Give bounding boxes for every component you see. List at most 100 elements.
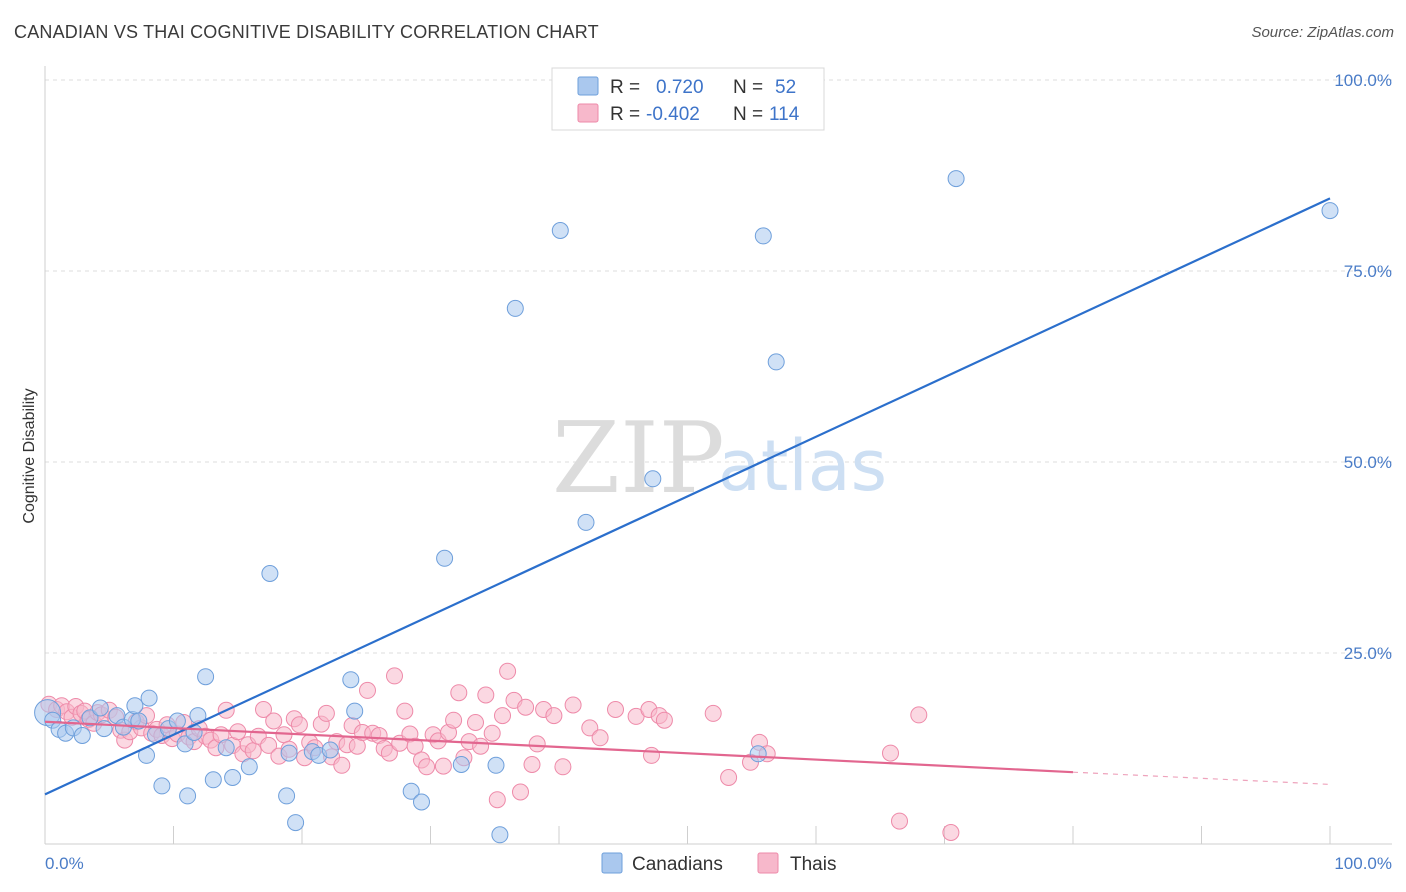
canadians-point (73, 727, 91, 744)
thais-point (290, 716, 308, 734)
trendlines (44, 197, 1331, 796)
legend-swatch-thais (757, 852, 779, 874)
thais-point (554, 758, 572, 776)
canadians-point (95, 720, 113, 738)
canadians-point (577, 513, 595, 531)
stats-r-value-thais: -0.402 (646, 104, 700, 125)
canadians-point (168, 712, 186, 730)
canadians-point (346, 702, 364, 720)
thais-points (40, 662, 960, 841)
thais-point (450, 684, 468, 702)
canadians-point (947, 170, 965, 188)
canadians-point (644, 470, 662, 488)
canadians-point (321, 741, 339, 759)
canadians-point (749, 745, 767, 763)
canadians-point (153, 777, 171, 795)
thais-point (910, 706, 928, 724)
canadians-point (217, 739, 235, 757)
thais-point (477, 686, 495, 704)
thais-point (591, 729, 609, 747)
y-tick-label: 100.0% (1334, 71, 1392, 90)
canadians-point (176, 735, 194, 753)
stats-r-value-canadians: 0.720 (656, 77, 704, 98)
canadians-point (278, 787, 296, 805)
chart-title: CANADIAN VS THAI COGNITIVE DISABILITY CO… (14, 22, 599, 42)
canadians-point (436, 549, 454, 567)
thais-point (467, 714, 484, 731)
canadians-point (413, 793, 430, 811)
legend-label-thais: Thais (790, 854, 836, 875)
canadians-point (261, 565, 279, 582)
canadians-point (91, 699, 109, 717)
thais-trendline-extension (1072, 771, 1331, 786)
thais-point (359, 681, 376, 699)
stats-r-label-thais: R = (610, 104, 640, 125)
thais-point (517, 698, 535, 716)
thais-point (523, 756, 541, 773)
stats-swatch-canadians (577, 76, 599, 96)
legend: Canadians Thais (601, 852, 836, 875)
thais-point (564, 696, 582, 714)
canadians-point (487, 756, 505, 774)
watermark-atlas: atlas (718, 425, 887, 507)
canadians-point (240, 758, 258, 776)
thais-point (406, 737, 424, 755)
grid-lines (45, 79, 1392, 654)
thais-point (942, 824, 960, 841)
stats-n-value-canadians: 52 (775, 77, 796, 98)
canadians-point (126, 697, 144, 715)
thais-point (255, 701, 272, 718)
thais-point (472, 737, 490, 755)
stats-n-value-thais: 114 (769, 104, 800, 125)
thais-point (434, 757, 452, 775)
canadians-point (754, 227, 772, 245)
thais-point (581, 719, 599, 737)
x-tick-label: 0.0% (45, 854, 84, 873)
canadians-point (767, 353, 785, 371)
thais-point (396, 702, 414, 720)
stats-swatch-thais (577, 103, 599, 123)
canadians-point (287, 814, 305, 832)
thais-point (333, 756, 351, 774)
watermark-zip: ZIP (552, 402, 725, 516)
stats-n-label-canadians: N = (733, 77, 763, 98)
thais-point (720, 769, 738, 786)
canadians-point (140, 689, 158, 707)
canadians-point (342, 671, 360, 689)
thais-point (499, 662, 517, 680)
canadians-point (551, 222, 569, 239)
x-tick-label: 100.0% (1334, 854, 1392, 873)
legend-label-canadians: Canadians (632, 854, 723, 875)
stats-box: R = 0.720 N = 52 R = -0.402 N = 114 (551, 67, 825, 131)
canadians-point (197, 668, 215, 686)
canadians-point (81, 709, 99, 727)
thais-point (418, 758, 436, 776)
canadians-point (179, 787, 197, 805)
thais-point (260, 736, 278, 754)
thais-point (488, 791, 506, 809)
thais-point (386, 667, 403, 685)
canadians-point (402, 782, 420, 800)
canadians-point (280, 744, 298, 762)
thais-point (545, 707, 563, 725)
thais-point (655, 711, 673, 729)
stats-r-label-canadians: R = (610, 77, 640, 98)
thais-point (704, 704, 722, 722)
tick-labels: 25.0% 50.0% 75.0% 100.0% 0.0% 100.0% (45, 71, 1392, 873)
thais-point (891, 812, 908, 830)
y-tick-label: 75.0% (1344, 262, 1392, 281)
thais-point (445, 711, 463, 729)
legend-swatch-canadians (601, 852, 623, 874)
thais-point (882, 744, 899, 762)
thais-point (317, 704, 335, 722)
thais-point (380, 744, 398, 762)
stats-n-label-thais: N = (733, 104, 763, 125)
source-note: Source: ZipAtlas.com (1251, 24, 1394, 41)
thais-point (607, 701, 624, 718)
thais-trendline (44, 720, 1074, 774)
canadians-points (34, 170, 1339, 844)
thais-point (494, 707, 511, 725)
canadians-point (452, 756, 470, 773)
canadians-point (130, 712, 148, 730)
